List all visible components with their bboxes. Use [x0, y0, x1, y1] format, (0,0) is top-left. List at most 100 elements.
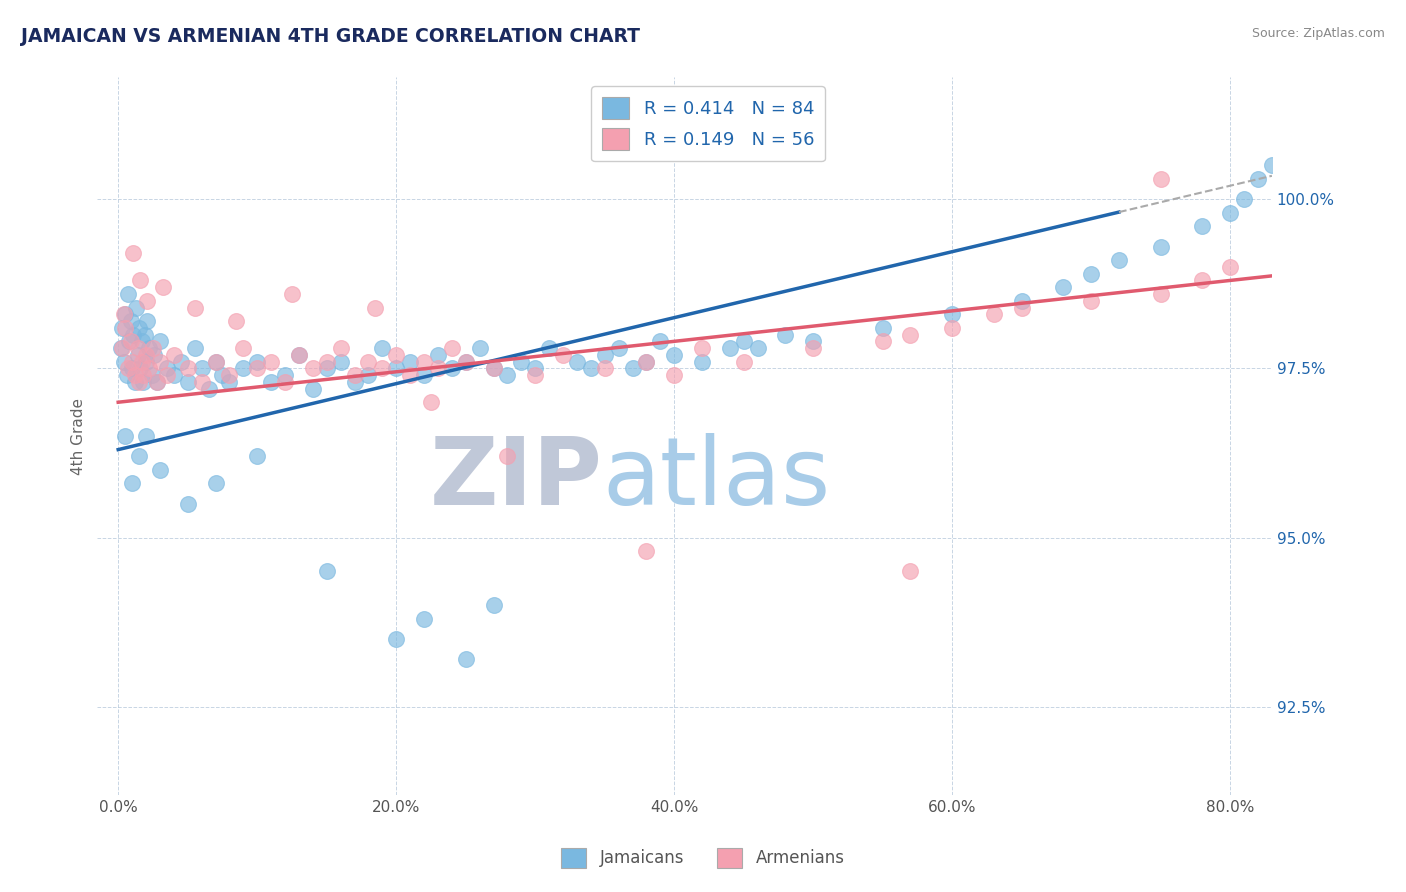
Point	[1219, 260, 1241, 274]
Point	[482, 361, 505, 376]
Point	[197, 382, 219, 396]
Point	[621, 361, 644, 376]
Point	[329, 354, 352, 368]
Point	[120, 334, 142, 349]
Point	[114, 320, 136, 334]
Point	[385, 361, 408, 376]
Point	[454, 652, 477, 666]
Point	[218, 375, 240, 389]
Point	[143, 348, 166, 362]
Point	[413, 368, 436, 383]
Point	[149, 354, 172, 368]
Point	[131, 354, 153, 368]
Point	[900, 565, 922, 579]
Point	[1108, 253, 1130, 268]
Point	[733, 354, 755, 368]
Point	[371, 361, 394, 376]
Point	[579, 361, 602, 376]
Point	[111, 341, 134, 355]
Point	[482, 599, 505, 613]
Point	[496, 368, 519, 383]
Point	[1150, 239, 1173, 253]
Text: JAMAICAN VS ARMENIAN 4TH GRADE CORRELATION CHART: JAMAICAN VS ARMENIAN 4TH GRADE CORRELATI…	[21, 27, 640, 45]
Point	[274, 375, 297, 389]
Point	[1219, 206, 1241, 220]
Point	[111, 320, 134, 334]
Point	[607, 341, 630, 355]
Point	[149, 463, 172, 477]
Point	[650, 334, 672, 349]
Point	[315, 354, 337, 368]
Point	[1080, 293, 1102, 308]
Point	[454, 354, 477, 368]
Point	[124, 375, 146, 389]
Point	[801, 341, 824, 355]
Point	[163, 368, 186, 383]
Point	[343, 375, 366, 389]
Point	[146, 375, 169, 389]
Point	[127, 348, 149, 362]
Point	[413, 612, 436, 626]
Point	[121, 476, 143, 491]
Point	[1011, 293, 1033, 308]
Point	[156, 361, 179, 376]
Point	[281, 287, 304, 301]
Point	[941, 307, 963, 321]
Point	[1150, 287, 1173, 301]
Point	[454, 354, 477, 368]
Point	[664, 368, 686, 383]
Point	[468, 341, 491, 355]
Point	[204, 354, 226, 368]
Point	[872, 334, 894, 349]
Point	[260, 375, 283, 389]
Point	[121, 361, 143, 376]
Point	[510, 354, 533, 368]
Point	[117, 361, 139, 376]
Point	[664, 348, 686, 362]
Point	[1261, 158, 1284, 172]
Point	[246, 450, 269, 464]
Point	[141, 368, 163, 383]
Point	[426, 361, 449, 376]
Point	[399, 354, 422, 368]
Point	[636, 544, 658, 558]
Y-axis label: 4th Grade: 4th Grade	[72, 398, 86, 475]
Point	[135, 354, 157, 368]
Point	[399, 368, 422, 383]
Point	[440, 341, 463, 355]
Point	[136, 293, 159, 308]
Point	[274, 368, 297, 383]
Point	[156, 368, 179, 383]
Point	[1011, 301, 1033, 315]
Point	[152, 280, 174, 294]
Point	[718, 341, 741, 355]
Point	[288, 348, 311, 362]
Point	[538, 341, 561, 355]
Point	[176, 361, 198, 376]
Point	[163, 348, 186, 362]
Point	[315, 565, 337, 579]
Point	[129, 273, 152, 287]
Point	[636, 354, 658, 368]
Point	[176, 375, 198, 389]
Point	[288, 348, 311, 362]
Point	[128, 320, 150, 334]
Point	[1191, 219, 1213, 234]
Point	[1052, 280, 1074, 294]
Point	[204, 354, 226, 368]
Point	[524, 368, 547, 383]
Point	[900, 327, 922, 342]
Text: ZIP: ZIP	[429, 434, 602, 525]
Text: Source: ZipAtlas.com: Source: ZipAtlas.com	[1251, 27, 1385, 40]
Point	[747, 341, 769, 355]
Point	[124, 368, 146, 383]
Point	[357, 368, 380, 383]
Point	[136, 314, 159, 328]
Point	[413, 354, 436, 368]
Point	[426, 348, 449, 362]
Point	[482, 361, 505, 376]
Point	[775, 327, 797, 342]
Point	[260, 354, 283, 368]
Point	[112, 307, 135, 321]
Point	[801, 334, 824, 349]
